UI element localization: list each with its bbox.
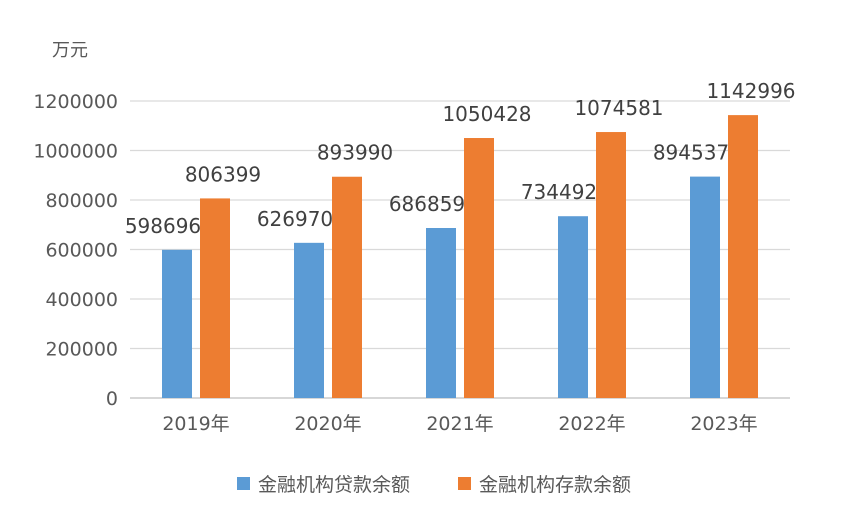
legend-label: 金融机构存款余额 — [479, 474, 631, 496]
data-label: 1074581 — [574, 96, 663, 120]
x-tick-label: 2021年 — [426, 413, 493, 435]
bar-series-1-5 — [690, 176, 720, 398]
x-tick-label: 2020年 — [294, 413, 361, 435]
gridlines — [130, 100, 790, 399]
data-label: 626970 — [257, 207, 333, 231]
legend-swatch — [458, 477, 471, 490]
y-tick-label: 1000000 — [33, 141, 118, 163]
y-axis-ticks: 0 200000 400000 600000 800000 1000000 1200000 — [33, 91, 118, 410]
bar-series-2-3 — [464, 138, 494, 398]
data-label: 806399 — [185, 162, 261, 186]
data-label: 894537 — [653, 141, 729, 165]
data-label: 686859 — [389, 192, 465, 216]
y-tick-label: 200000 — [45, 339, 118, 361]
bar-series-2-5 — [728, 115, 758, 398]
y-tick-label: 0 — [106, 388, 118, 410]
bar-series-2-1 — [200, 198, 230, 398]
bar-series-1-3 — [426, 228, 456, 398]
bar-series-2-2 — [332, 176, 362, 398]
x-tick-label: 2023年 — [690, 413, 757, 435]
legend-swatch — [237, 477, 250, 490]
y-axis-unit-label: 万元 — [52, 40, 88, 61]
x-tick-label: 2022年 — [558, 413, 625, 435]
bar-series-2-4 — [596, 132, 626, 398]
bars — [162, 115, 758, 398]
bar-series-1-4 — [558, 216, 588, 398]
data-label: 1142996 — [706, 79, 795, 103]
data-labels: 598696 806399 626970 893990 686859 1050428 734… — [125, 79, 796, 238]
y-tick-label: 1200000 — [33, 91, 118, 113]
bar-series-1-2 — [294, 242, 324, 398]
y-tick-label: 400000 — [45, 289, 118, 311]
x-tick-label: 2019年 — [162, 413, 229, 435]
bar-series-1-1 — [162, 249, 192, 398]
data-label: 893990 — [317, 141, 393, 165]
y-tick-label: 600000 — [45, 240, 118, 262]
legend: 金融机构贷款余额 金融机构存款余额 — [237, 474, 631, 496]
data-label: 598696 — [125, 214, 201, 238]
x-axis-ticks: 2019年 2020年 2021年 2022年 2023年 — [162, 413, 757, 435]
legend-label: 金融机构贷款余额 — [258, 474, 410, 496]
y-tick-label: 800000 — [45, 190, 118, 212]
data-label: 1050428 — [442, 102, 531, 126]
data-label: 734492 — [521, 180, 597, 204]
